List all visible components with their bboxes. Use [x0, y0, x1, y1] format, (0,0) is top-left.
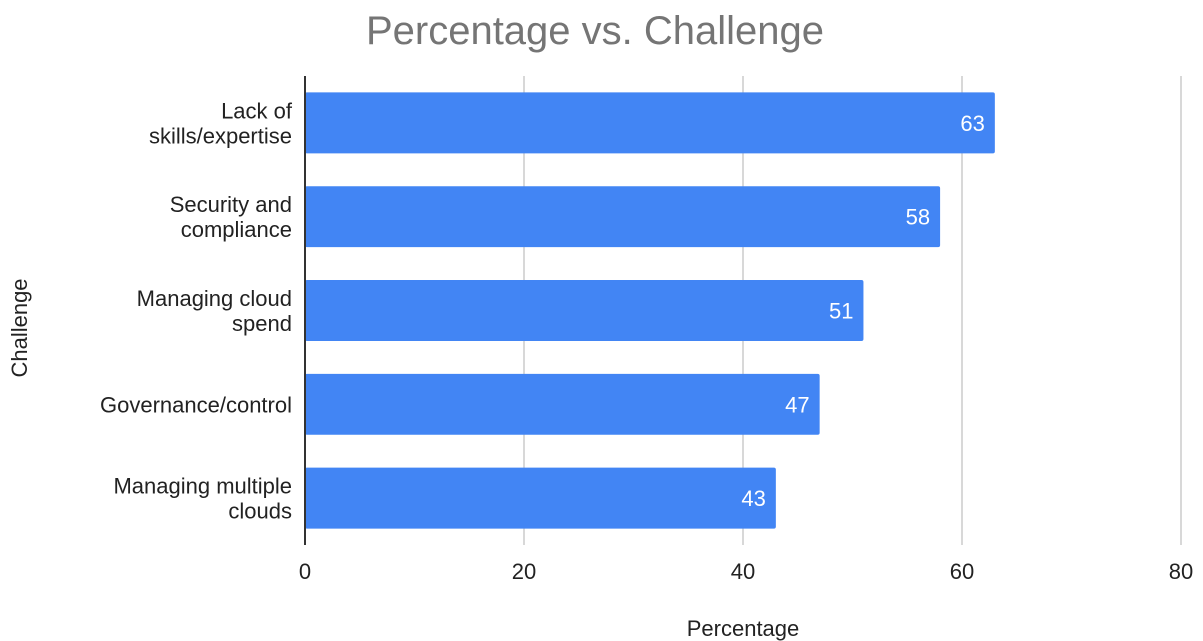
y-axis-title: Challenge	[7, 278, 32, 377]
data-label: 47	[785, 392, 809, 417]
bar	[305, 280, 864, 341]
bar	[305, 186, 941, 248]
data-label: 51	[829, 299, 853, 324]
category-label-line: skills/expertise	[149, 123, 292, 148]
x-axis-ticks: 0 20 40 60 80	[299, 559, 1193, 584]
category-label-line: spend	[232, 311, 292, 336]
chart-title: Percentage vs. Challenge	[366, 9, 824, 53]
x-tick-label: 0	[299, 559, 311, 584]
bar	[305, 92, 995, 154]
x-tick-label: 80	[1169, 559, 1193, 584]
category-label: Managing multiple clouds	[113, 474, 292, 524]
x-tick-label: 40	[731, 559, 755, 584]
category-label: Lack of skills/expertise	[149, 98, 293, 148]
bars	[305, 92, 995, 529]
category-label-line: Security and	[170, 192, 292, 217]
data-labels: 63 58 51 47 43	[741, 111, 984, 511]
category-label-line: compliance	[181, 217, 292, 242]
category-label-line: Managing cloud	[137, 286, 292, 311]
category-label-line: Lack of	[221, 98, 293, 123]
category-label-line: Governance/control	[100, 392, 292, 417]
data-label: 58	[906, 205, 930, 230]
category-label-line: Managing multiple	[113, 474, 292, 499]
category-label: Governance/control	[100, 392, 292, 417]
category-labels: Lack of skills/expertise Security and compl…	[100, 98, 293, 523]
x-tick-label: 20	[512, 559, 536, 584]
bar	[305, 373, 820, 435]
data-label: 43	[741, 486, 765, 511]
x-axis-title: Percentage	[687, 616, 800, 641]
x-tick-label: 60	[950, 559, 974, 584]
data-label: 63	[960, 111, 984, 136]
category-label: Managing cloud spend	[137, 286, 292, 336]
category-label: Security and compliance	[170, 192, 292, 242]
bar	[305, 467, 776, 529]
category-label-line: clouds	[228, 499, 292, 524]
